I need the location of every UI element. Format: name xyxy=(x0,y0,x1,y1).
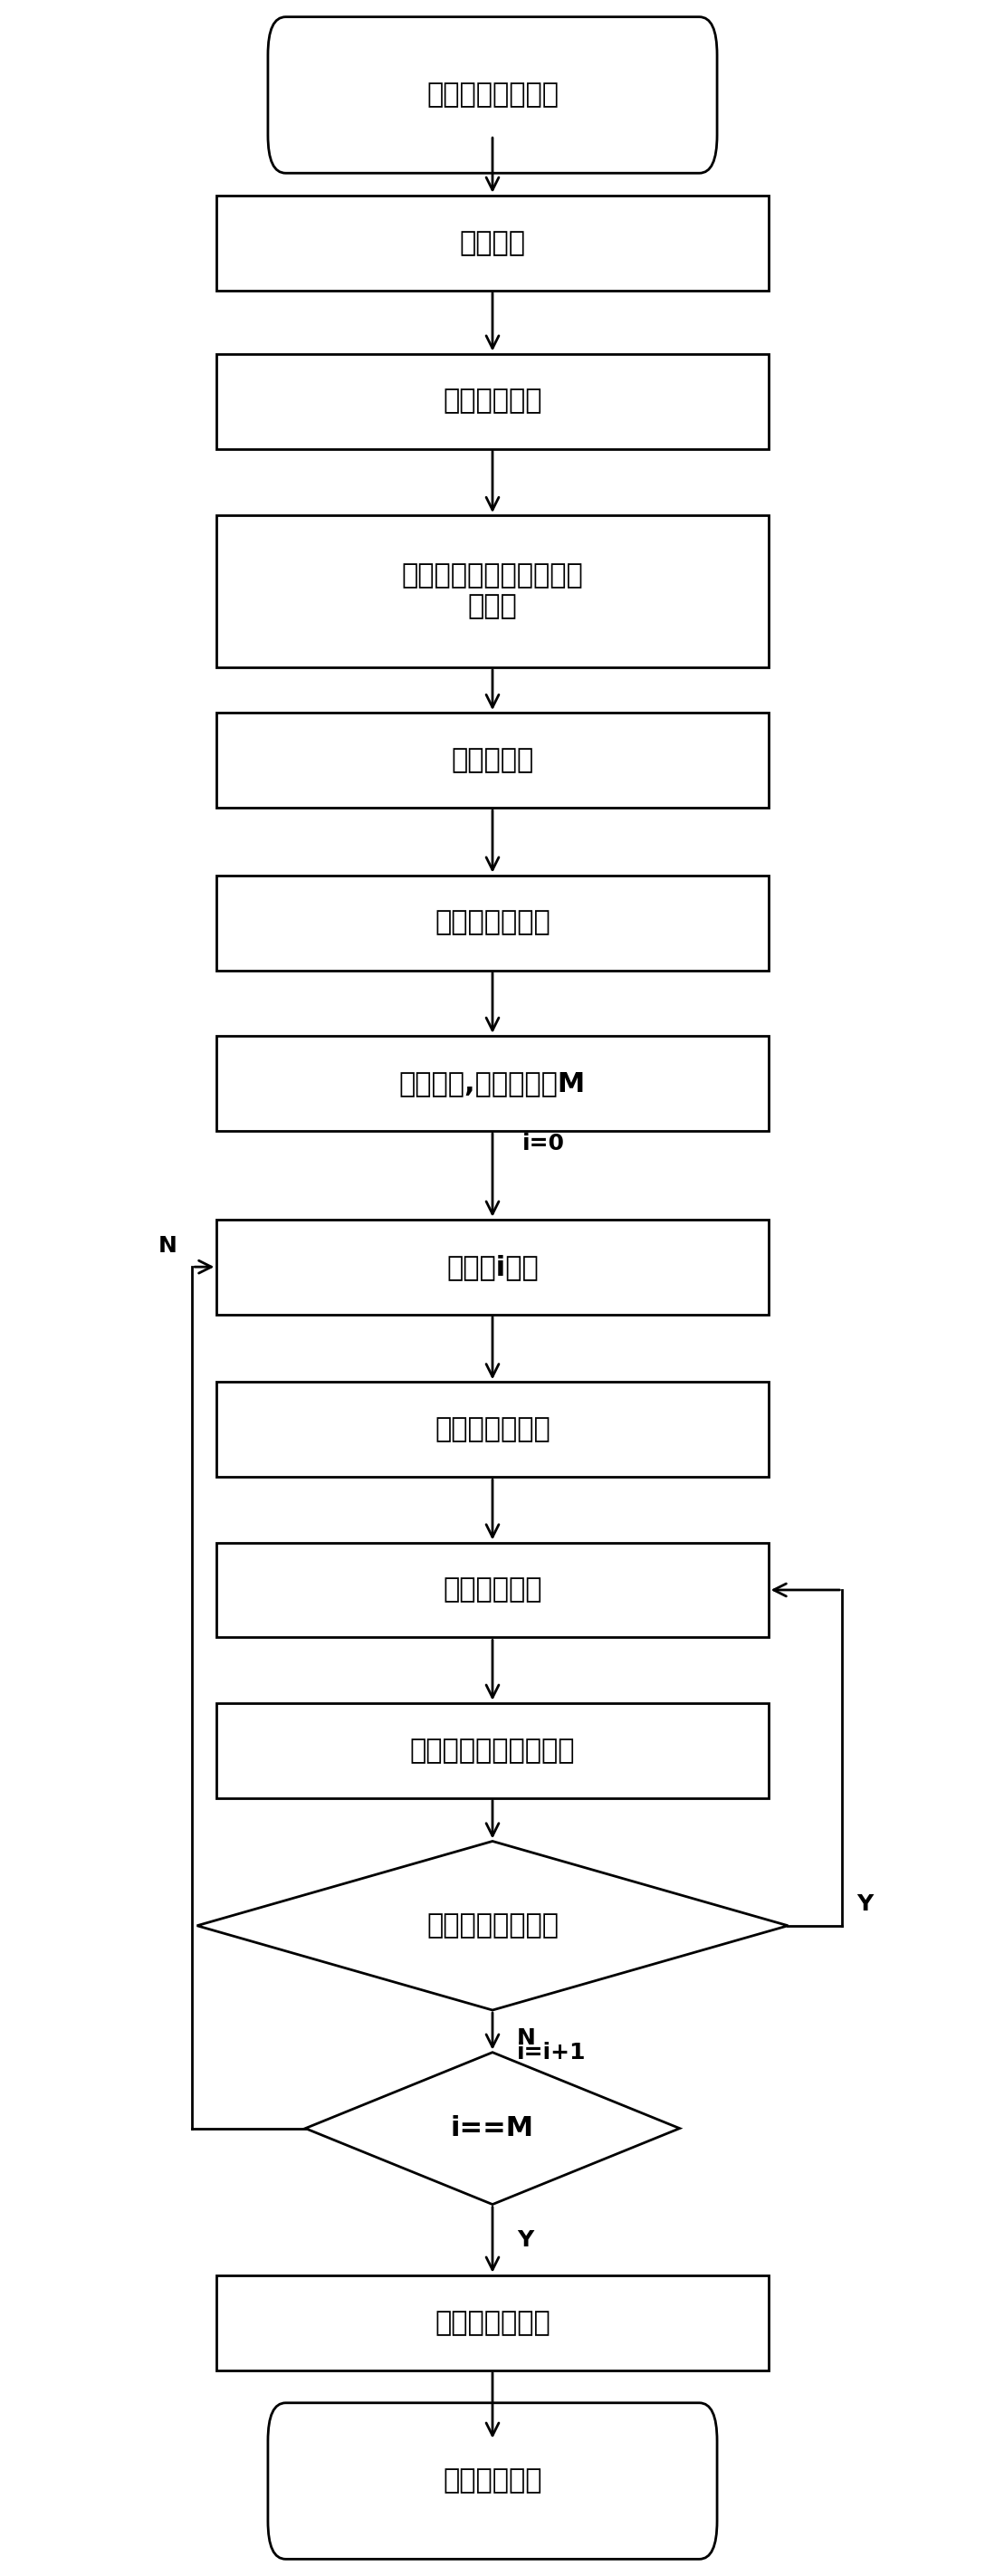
Text: 动态分区,形成分区数M: 动态分区,形成分区数M xyxy=(399,1069,586,1097)
Polygon shape xyxy=(305,2053,680,2205)
Bar xyxy=(217,876,768,971)
Text: i=0: i=0 xyxy=(522,1133,564,1154)
Bar xyxy=(217,2275,768,2370)
Text: 状态估计粗估计: 状态估计粗估计 xyxy=(434,909,551,935)
Bar xyxy=(217,196,768,291)
Text: 剔除可疑数据: 剔除可疑数据 xyxy=(443,1577,542,1602)
Text: 拓扑分析: 拓扑分析 xyxy=(459,229,526,255)
Text: 取出第i分区: 取出第i分区 xyxy=(446,1255,539,1280)
FancyBboxPatch shape xyxy=(268,2403,717,2558)
Text: 形成关联矩阵: 形成关联矩阵 xyxy=(443,389,542,415)
Text: 初始化权重: 初始化权重 xyxy=(451,747,534,773)
Text: N: N xyxy=(159,1234,177,1257)
Text: 状态估计计算: 状态估计计算 xyxy=(443,2468,542,2494)
Text: 修正残差和正则化残差: 修正残差和正则化残差 xyxy=(410,1736,575,1765)
Bar xyxy=(217,515,768,667)
Text: Y: Y xyxy=(857,1893,874,1914)
Bar xyxy=(217,1036,768,1131)
Text: N: N xyxy=(517,2027,536,2048)
Text: 基于拓扑的不良数据检测
与辨识: 基于拓扑的不良数据检测 与辨识 xyxy=(402,564,583,621)
Text: 读取实时数据断面: 读取实时数据断面 xyxy=(427,82,558,108)
Text: 是否存在可疑数据: 是否存在可疑数据 xyxy=(427,1911,558,1940)
Bar xyxy=(217,1218,768,1314)
Bar xyxy=(217,1703,768,1798)
Text: Y: Y xyxy=(517,2228,534,2251)
Bar xyxy=(217,353,768,448)
Bar xyxy=(217,1543,768,1638)
Text: 计算正则化残差: 计算正则化残差 xyxy=(434,1417,551,1443)
Text: i==M: i==M xyxy=(451,2115,534,2141)
Bar xyxy=(217,714,768,809)
Bar xyxy=(217,1381,768,1476)
FancyBboxPatch shape xyxy=(268,18,717,173)
Polygon shape xyxy=(197,1842,788,2009)
Text: 快速修正因子表: 快速修正因子表 xyxy=(434,2311,551,2336)
Text: i=i+1: i=i+1 xyxy=(517,2043,586,2063)
